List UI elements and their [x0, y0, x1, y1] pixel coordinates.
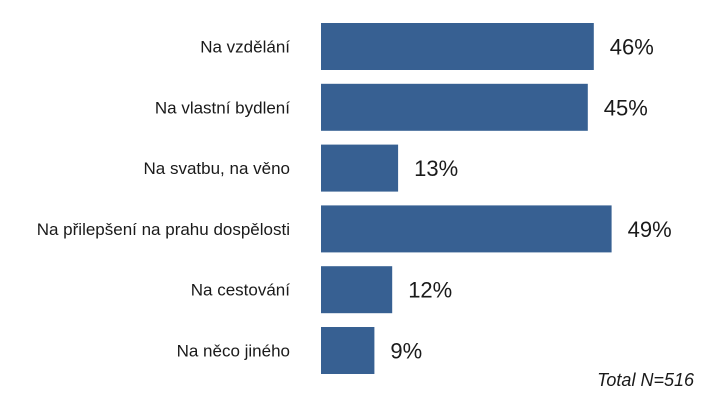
value-label-4: 12%: [408, 278, 452, 303]
category-label-3: Na přilepšení na prahu dospělosti: [37, 220, 290, 239]
category-label-5: Na něco jiného: [177, 342, 290, 361]
bar-4: [321, 266, 393, 314]
bars-group: [321, 23, 612, 374]
category-label-4: Na cestování: [191, 281, 290, 300]
value-label-3: 49%: [628, 217, 672, 242]
bar-1: [321, 83, 588, 131]
value-label-2: 13%: [414, 156, 458, 181]
bar-5: [321, 327, 375, 374]
category-labels-group: Na vzdělání Na vlastní bydlení Na svatbu, …: [37, 38, 291, 361]
value-label-5: 9%: [390, 339, 422, 364]
value-label-1: 45%: [604, 95, 648, 120]
bar-0: [321, 23, 594, 70]
bar-3: [321, 205, 612, 253]
bar-2: [321, 144, 399, 192]
category-label-2: Na svatbu, na věno: [144, 159, 290, 178]
category-label-1: Na vlastní bydlení: [155, 98, 290, 117]
value-labels-group: 46% 45% 13% 49% 12% 9%: [390, 35, 671, 364]
total-note: Total N=516: [597, 370, 695, 390]
value-label-0: 46%: [610, 35, 654, 60]
category-label-0: Na vzdělání: [200, 38, 290, 57]
